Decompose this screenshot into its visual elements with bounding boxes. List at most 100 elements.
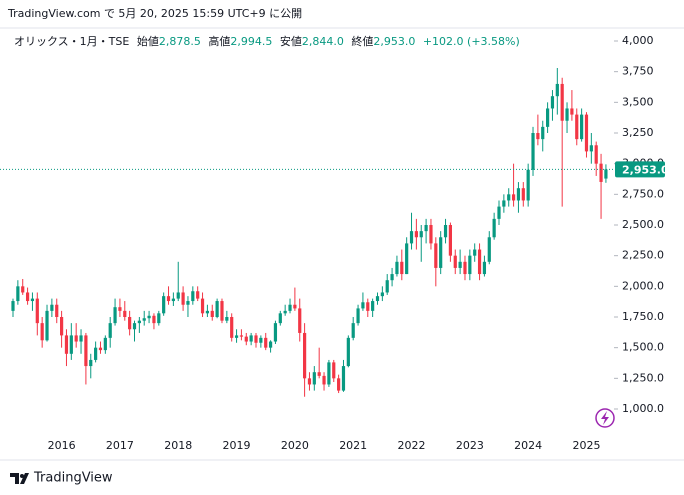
x-tick-label: 2016: [48, 439, 76, 452]
candle-body: [546, 108, 550, 127]
candle-body: [288, 304, 292, 311]
candle-body: [307, 378, 312, 385]
x-tick-label: 2020: [281, 439, 309, 452]
candle-body: [94, 347, 98, 360]
candle-body: [196, 291, 200, 299]
candle-body: [594, 145, 598, 164]
candle-body: [439, 237, 443, 268]
x-tick-label: 2023: [456, 439, 484, 452]
candle-body: [351, 323, 355, 338]
candle-body: [380, 292, 384, 297]
candle-body: [390, 274, 394, 281]
candle-body: [453, 255, 457, 268]
candle-body: [424, 225, 428, 232]
candle-body: [30, 298, 35, 302]
legend-label: 安値: [280, 34, 302, 48]
last-price-box: [615, 161, 665, 178]
candle-body: [516, 188, 521, 201]
candle-body: [298, 308, 302, 333]
candle-body: [50, 304, 54, 311]
candle-body: [482, 261, 487, 275]
legend-value: 2,878.5: [159, 35, 201, 48]
candle-body: [64, 335, 69, 354]
legend-label: 終値: [351, 34, 373, 48]
x-tick-label: 2022: [398, 439, 426, 452]
y-tick-label: 2,500.0: [622, 218, 664, 231]
candle-body: [103, 337, 107, 351]
candle-body: [162, 296, 166, 314]
candle-body: [79, 335, 83, 342]
candle-body: [98, 347, 103, 351]
candle-body: [429, 225, 433, 244]
candle-body: [283, 310, 287, 314]
candle-body: [142, 318, 146, 321]
logo: [10, 473, 29, 484]
candle-body: [312, 372, 316, 385]
candle-body: [507, 194, 511, 201]
candle-body: [249, 335, 253, 342]
candle-body: [254, 335, 258, 343]
lightning-icon[interactable]: [595, 408, 615, 428]
candle-body: [458, 261, 462, 268]
candle-body: [171, 298, 175, 302]
candle-body: [60, 317, 64, 336]
candle-body: [361, 302, 365, 309]
x-tick-label: 2018: [164, 439, 192, 452]
candle-body: [89, 359, 93, 367]
candle-body: [268, 341, 273, 348]
candle-body: [113, 307, 117, 324]
candle-body: [584, 114, 589, 152]
candle-body: [473, 249, 477, 256]
candle-body: [128, 317, 132, 330]
footer-brand: TradingView: [33, 471, 113, 486]
candle-body: [443, 225, 448, 238]
candle-body: [303, 332, 307, 379]
candle-body: [599, 163, 603, 182]
y-tick-label: 3,250: [622, 126, 654, 139]
header: TradingView.com で 5月 20, 2025 15:59 UTC+…: [7, 7, 302, 20]
candle-body: [570, 108, 574, 115]
candle-body: [575, 114, 579, 140]
candle-body: [264, 337, 268, 348]
candle-body: [580, 114, 584, 140]
candle-body: [589, 145, 593, 152]
candle-body: [492, 218, 496, 238]
candle-body: [526, 169, 530, 201]
candle-body: [152, 315, 156, 324]
candle-body: [278, 313, 282, 324]
legend-value: 2,994.5: [230, 35, 272, 48]
candle-body: [395, 261, 399, 275]
legend-change: +102.0 (+3.58%): [423, 35, 520, 48]
candle-body: [259, 337, 263, 343]
candle-body: [565, 108, 569, 121]
candle-body: [123, 310, 127, 317]
candle-body: [511, 194, 516, 201]
x-tick-label: 2021: [339, 439, 367, 452]
candle-body: [186, 301, 190, 305]
candle-body: [137, 320, 141, 324]
candle-body: [215, 301, 219, 317]
y-tick-label: 1,000.0: [622, 402, 664, 415]
candle-body: [45, 310, 49, 341]
candle-body: [366, 302, 370, 311]
candle-body: [332, 362, 336, 379]
candle-body: [273, 323, 278, 342]
y-tick-label: 1,750.0: [622, 310, 664, 323]
candle-body: [463, 261, 467, 275]
candle-body: [200, 298, 205, 314]
legend-value: 2,844.0: [302, 35, 344, 48]
candle-body: [55, 304, 59, 317]
candle-body: [84, 335, 88, 367]
candle-body: [220, 301, 224, 321]
candle-body: [25, 292, 30, 302]
candle-body: [385, 280, 389, 293]
candle-body: [205, 310, 209, 314]
legend-label: 始値: [137, 34, 159, 48]
candle-body: [371, 301, 375, 311]
y-tick-label: 3,750: [622, 65, 654, 78]
candle-body: [157, 313, 161, 324]
candle-body: [166, 296, 171, 302]
y-tick-label: 2,000.0: [622, 279, 664, 292]
legend: オリックス・1月・TSE 始値2,878.5 高値2,994.5 安値2,844…: [14, 34, 520, 48]
